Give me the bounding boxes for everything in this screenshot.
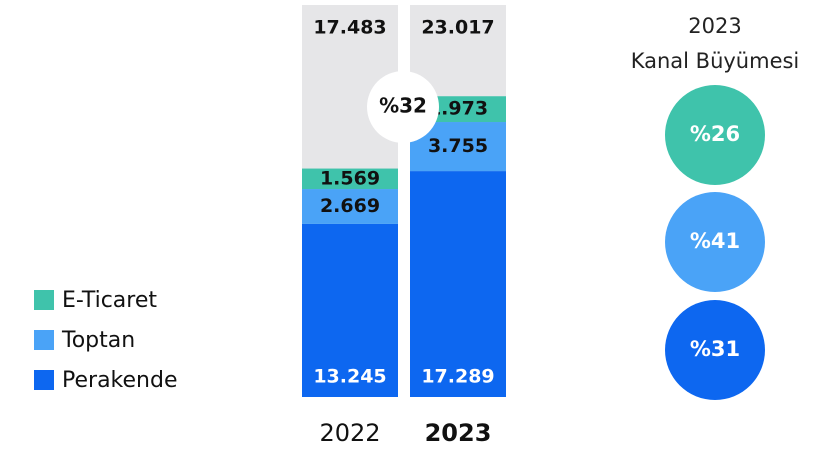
value-label: 1.973 — [428, 98, 488, 120]
legend-label: Perakende — [62, 368, 177, 393]
channel-growth-title: 2023 — [688, 14, 741, 38]
legend-swatch — [34, 330, 54, 350]
channel-growth-label: %41 — [690, 229, 740, 253]
legend-swatch — [34, 290, 54, 310]
bar-segment — [410, 171, 506, 397]
value-label: 1.569 — [320, 167, 380, 189]
value-label: 3.755 — [428, 135, 488, 157]
channel-growth-circle — [665, 85, 765, 185]
x-tick-label: 2023 — [425, 419, 492, 447]
growth-circle — [367, 71, 439, 143]
bar-segment — [302, 168, 398, 190]
channel-growth-label: %26 — [690, 122, 740, 146]
total-label: 17.483 — [313, 17, 386, 39]
legend-label: Toptan — [61, 328, 135, 353]
channel-growth-circle — [665, 192, 765, 292]
growth-label: %32 — [379, 94, 427, 118]
x-tick-label: 2022 — [319, 419, 380, 447]
bar-segment — [302, 189, 398, 224]
channel-growth-circle — [665, 300, 765, 400]
legend-swatch — [34, 370, 54, 390]
channel-growth-title: Kanal Büyümesi — [631, 49, 800, 73]
value-label: 2.669 — [320, 195, 380, 217]
value-label: 13.245 — [313, 366, 386, 388]
channel-growth-label: %31 — [690, 337, 740, 361]
legend-label: E-Ticaret — [62, 288, 157, 313]
value-label: 17.289 — [421, 366, 494, 388]
bar-segment — [302, 223, 398, 397]
total-label: 23.017 — [421, 17, 494, 39]
